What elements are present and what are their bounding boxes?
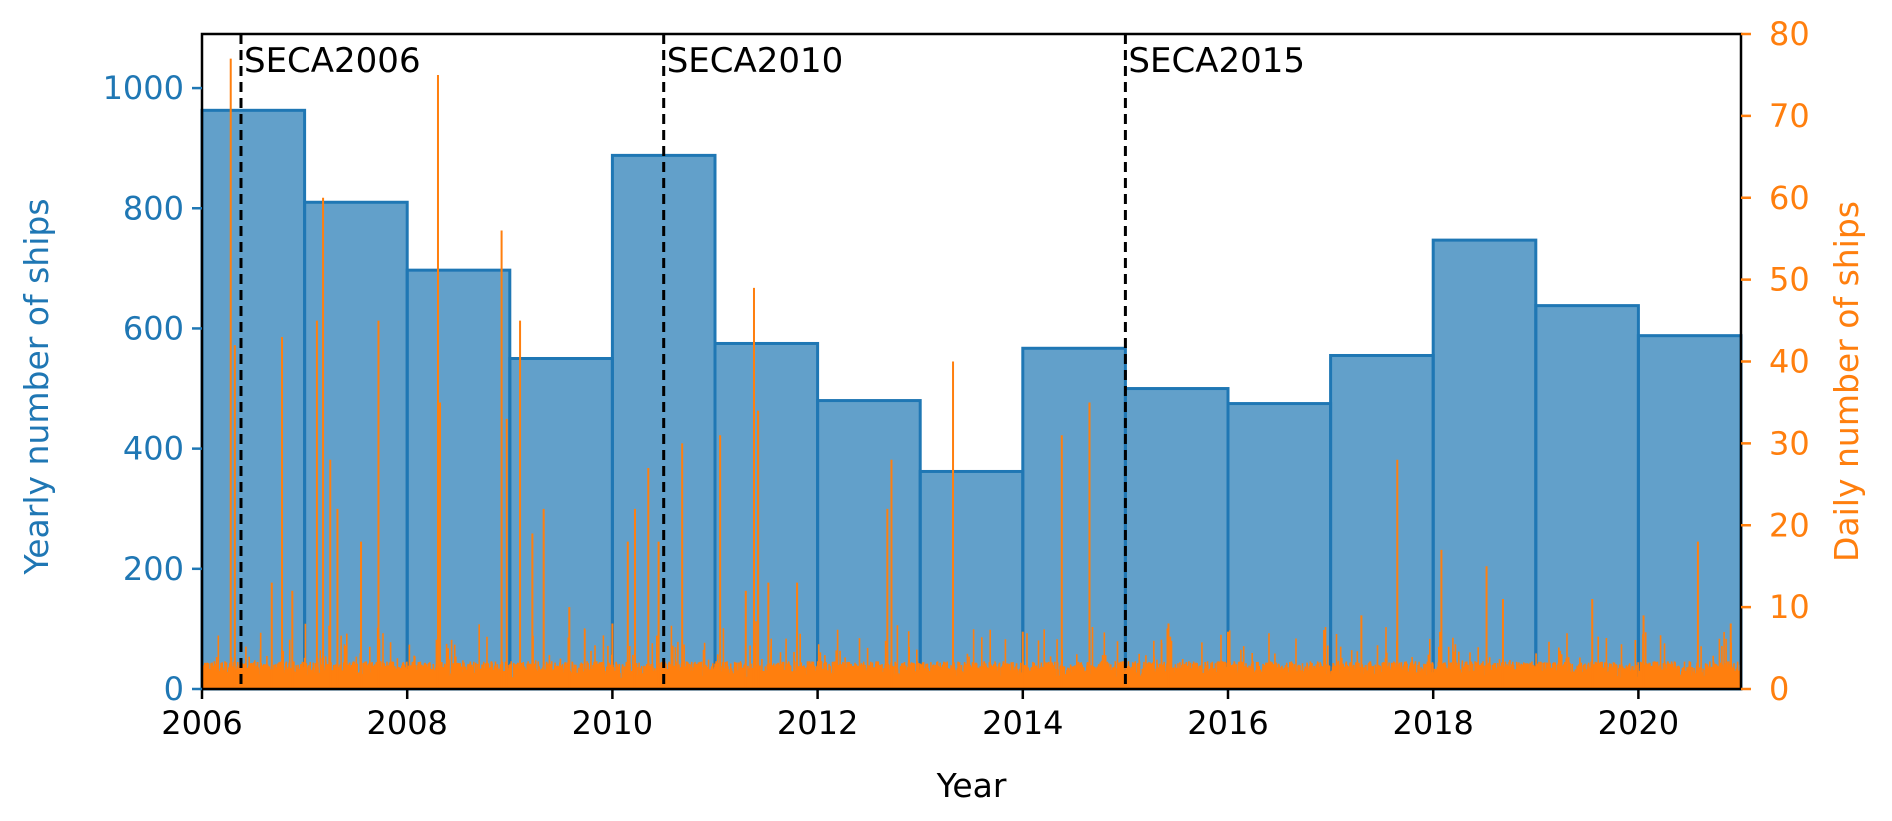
x-tick-label: 2018 (1392, 704, 1473, 742)
y2-tick-label: 30 (1769, 424, 1810, 462)
y-axis-right: 0 10 20 30 40 50 60 70 80 (1741, 15, 1810, 708)
y2-tick-label: 50 (1769, 261, 1810, 299)
x-tick-label: 2006 (161, 704, 242, 742)
y-axis-left: 0 200 400 600 800 1000 (103, 69, 202, 708)
bar-2018 (1431, 238, 1538, 691)
y2-tick-label: 60 (1769, 179, 1810, 217)
y-tick-label: 400 (123, 430, 184, 468)
daily-series (201, 58, 1742, 689)
x-axis: 2006 2008 2010 2012 2014 2016 2018 2020 (161, 689, 1679, 742)
y-tick-label: 800 (123, 189, 184, 227)
y-tick-label: 200 (123, 550, 184, 588)
y-tick-label: 1000 (103, 69, 184, 107)
event-label-seca2010: SECA2010 (667, 41, 844, 81)
x-tick-label: 2008 (366, 704, 447, 742)
bar-2013 (918, 469, 1025, 691)
y2-tick-label: 40 (1769, 343, 1810, 381)
y-tick-label: 0 (164, 670, 184, 708)
bar-2012 (816, 399, 922, 691)
y2-tick-label: 0 (1769, 670, 1789, 708)
bar-2009 (508, 356, 614, 691)
y2-tick-label: 20 (1769, 506, 1810, 544)
y-axis-label: Yearly number of ships (17, 198, 56, 575)
y-tick-label: 600 (123, 309, 184, 347)
bar-2017 (1329, 353, 1435, 691)
bar-2019 (1534, 304, 1640, 691)
yearly-bars (200, 108, 1743, 691)
y2-tick-label: 80 (1769, 15, 1810, 53)
y2-tick-label: 70 (1769, 97, 1810, 135)
event-label-seca2015: SECA2015 (1128, 41, 1305, 81)
bar-2011 (713, 341, 820, 691)
x-tick-label: 2010 (572, 704, 653, 742)
x-tick-label: 2014 (982, 704, 1063, 742)
y2-tick-label: 10 (1769, 588, 1810, 626)
bar-2015 (1123, 387, 1230, 691)
bar-2016 (1226, 402, 1333, 691)
x-axis-label: Year (936, 766, 1007, 805)
bar-2008 (405, 268, 512, 691)
x-tick-label: 2016 (1187, 704, 1268, 742)
x-tick-label: 2020 (1598, 704, 1679, 742)
bar-2014 (1021, 346, 1127, 691)
event-lines: SECA2006 SECA2010 SECA2015 (239, 34, 1305, 689)
bar-2007 (303, 200, 409, 691)
y2-axis-label: Daily number of ships (1827, 201, 1866, 562)
bar-2020 (1636, 334, 1743, 691)
x-tick-label: 2012 (777, 704, 858, 742)
bar-2006 (200, 108, 307, 691)
event-label-seca2006: SECA2006 (244, 41, 421, 81)
